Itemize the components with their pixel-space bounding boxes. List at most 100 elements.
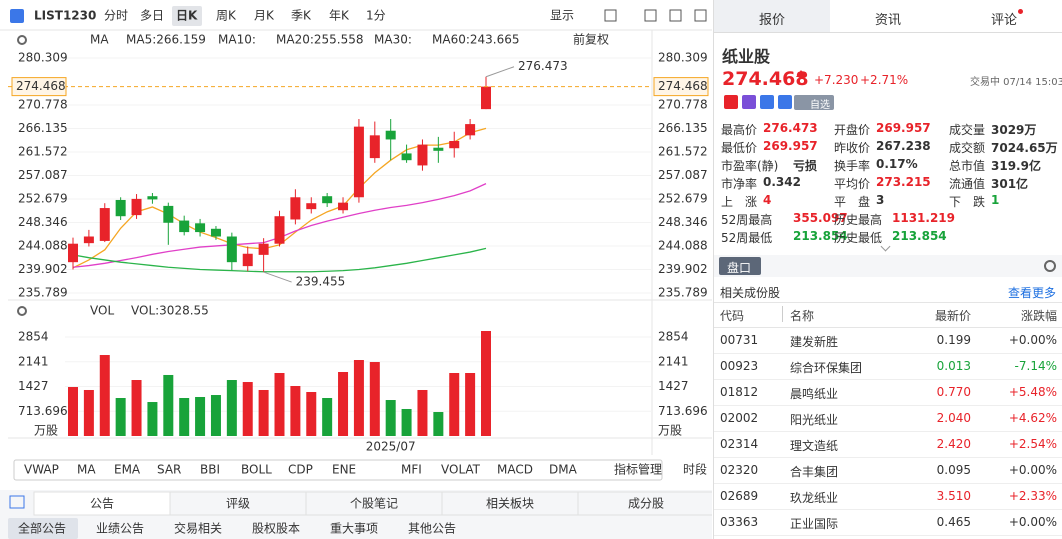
subtab[interactable]: 其他公告 [408,522,456,536]
stat-value: 213.854 [892,229,947,243]
quote-tab[interactable]: 资讯 [874,13,901,28]
vol-label[interactable]: VOL [90,304,114,318]
table-cell: 0.013 [936,359,971,373]
volume-bar [258,389,269,436]
table-header-bg [714,302,1062,328]
stat-value: 269.957 [876,121,931,135]
tab[interactable]: 评级 [226,497,250,511]
period-tab[interactable]: 季K [291,9,312,23]
table-cell[interactable]: 合丰集团 [790,465,839,479]
table-cell: +2.33% [1008,489,1057,503]
indicator-tab[interactable]: MA [77,463,96,477]
candle-body [131,198,142,216]
volume-bar [68,387,78,436]
watch-btn[interactable] [794,95,834,110]
volume-bar [83,389,94,436]
indicator-manage[interactable]: 指标管理 [614,462,662,477]
gear[interactable] [1044,260,1056,272]
y-tick-label-right: 239.902 [658,262,708,276]
tab[interactable]: 成分股 [628,497,664,511]
volume-bar [163,374,174,436]
subtab[interactable]: 全部公告 [18,521,66,536]
more-link[interactable]: 查看更多 [1008,286,1057,300]
expand[interactable] [880,241,891,252]
period-tab[interactable]: 周K [216,9,237,23]
row-line [714,431,1062,432]
panel-tag-bg[interactable] [719,257,761,275]
indicator-tab[interactable]: VWAP [24,463,59,477]
table-cell[interactable]: 综合环保集团 [790,361,863,375]
table-cell[interactable]: 玖龙纸业 [790,491,839,505]
chart-area: LIST1230 分时 多日 日K 周K 月K 季K 年K 1分 显示 MA MA5:266.159 M… [0,6,712,539]
y-tick-label-right: 235.789 [658,286,708,300]
indicator-tab[interactable]: VOLAT [441,463,481,477]
display-menu[interactable]: 显示 [550,9,574,23]
period-tab[interactable]: 日K [176,9,198,23]
adjust[interactable]: 前复权 [573,32,609,47]
indicator-tab[interactable]: ENE [332,463,356,477]
period-tab[interactable]: 月K [254,9,275,23]
symbol[interactable]: LIST1230 [34,9,96,23]
table-cell: +0.00% [1008,463,1057,477]
volume-bar [449,373,460,436]
indicator-tab[interactable]: BBI [200,463,220,477]
last-price-box [11,77,67,97]
table-cell[interactable]: 建发新胜 [790,335,839,349]
indicator-tab[interactable]: SAR [157,463,181,477]
quote-tab-bg [946,0,1062,33]
period-tab[interactable]: 分时 [104,9,128,23]
quote-tab[interactable]: 评论 [990,13,1017,28]
y-tick-label-right: 257.087 [658,168,708,182]
indicator-tab[interactable]: EMA [114,463,141,477]
stat-value: 1 [991,193,1000,207]
price: 274.468 [722,68,809,90]
table-cell[interactable]: 阳光纸业 [790,413,839,427]
vol-unit-right: 万股 [658,424,682,438]
ma-label[interactable]: MA [90,33,109,47]
table-cell: +4.62% [1008,411,1057,425]
period-tab[interactable]: 1分 [366,9,386,23]
indicator-tab[interactable]: MFI [401,463,422,477]
badge [760,95,774,109]
tool-icon[interactable] [644,9,657,22]
tab[interactable]: 个股笔记 [350,496,398,511]
table-cell: +0.00% [1008,333,1057,347]
y-tick-label-right: 244.088 [658,238,708,252]
table-header: 名称 [790,309,815,323]
volume-bar [242,382,253,436]
status: 交易中 07/14 15:03 [970,77,1062,88]
tool-icon[interactable] [669,9,682,22]
indicator-tab[interactable]: MACD [497,463,533,477]
stat-value: 269.957 [763,139,818,153]
watch[interactable]: 自选 [810,100,830,111]
subtab[interactable]: 重大事项 [330,522,378,536]
tool-icon[interactable] [604,9,617,22]
volume-bar [401,408,412,436]
stat-value: 301亿 [991,177,1029,191]
subtab[interactable]: 业绩公告 [96,522,144,536]
row-line [714,509,1062,510]
stat-label: 平均价 [834,177,871,191]
table-cell[interactable]: 正业国际 [790,517,839,531]
quote-tab[interactable]: 报价 [758,13,785,28]
tab[interactable]: 公告 [90,497,114,511]
x-tick-label: 2025/07 [366,440,416,454]
y-tick-label-right: 261.572 [658,145,708,159]
indicator-tab[interactable]: BOLL [241,463,272,477]
indicator-tab[interactable]: CDP [288,463,313,477]
period-tab[interactable]: 多日 [140,9,164,23]
table-cell[interactable]: 晨鸣纸业 [790,387,839,401]
tab[interactable]: 相关板块 [486,497,534,511]
period-tab[interactable]: 年K [329,9,350,23]
tool-icon[interactable] [694,9,707,22]
table-cell: 02002 [720,411,759,425]
indicator-tab[interactable]: DMA [549,463,578,477]
vol-tick-label-right: 713.696 [658,404,708,418]
pct: +2.71% [860,73,909,87]
subtab[interactable]: 股权股本 [252,522,300,536]
session[interactable]: 时段 [683,462,707,477]
table-cell[interactable]: 理文造纸 [790,439,839,453]
stat-label: 下 跌 [949,195,986,209]
table-cell: +0.00% [1008,515,1057,529]
subtab[interactable]: 交易相关 [174,521,222,536]
